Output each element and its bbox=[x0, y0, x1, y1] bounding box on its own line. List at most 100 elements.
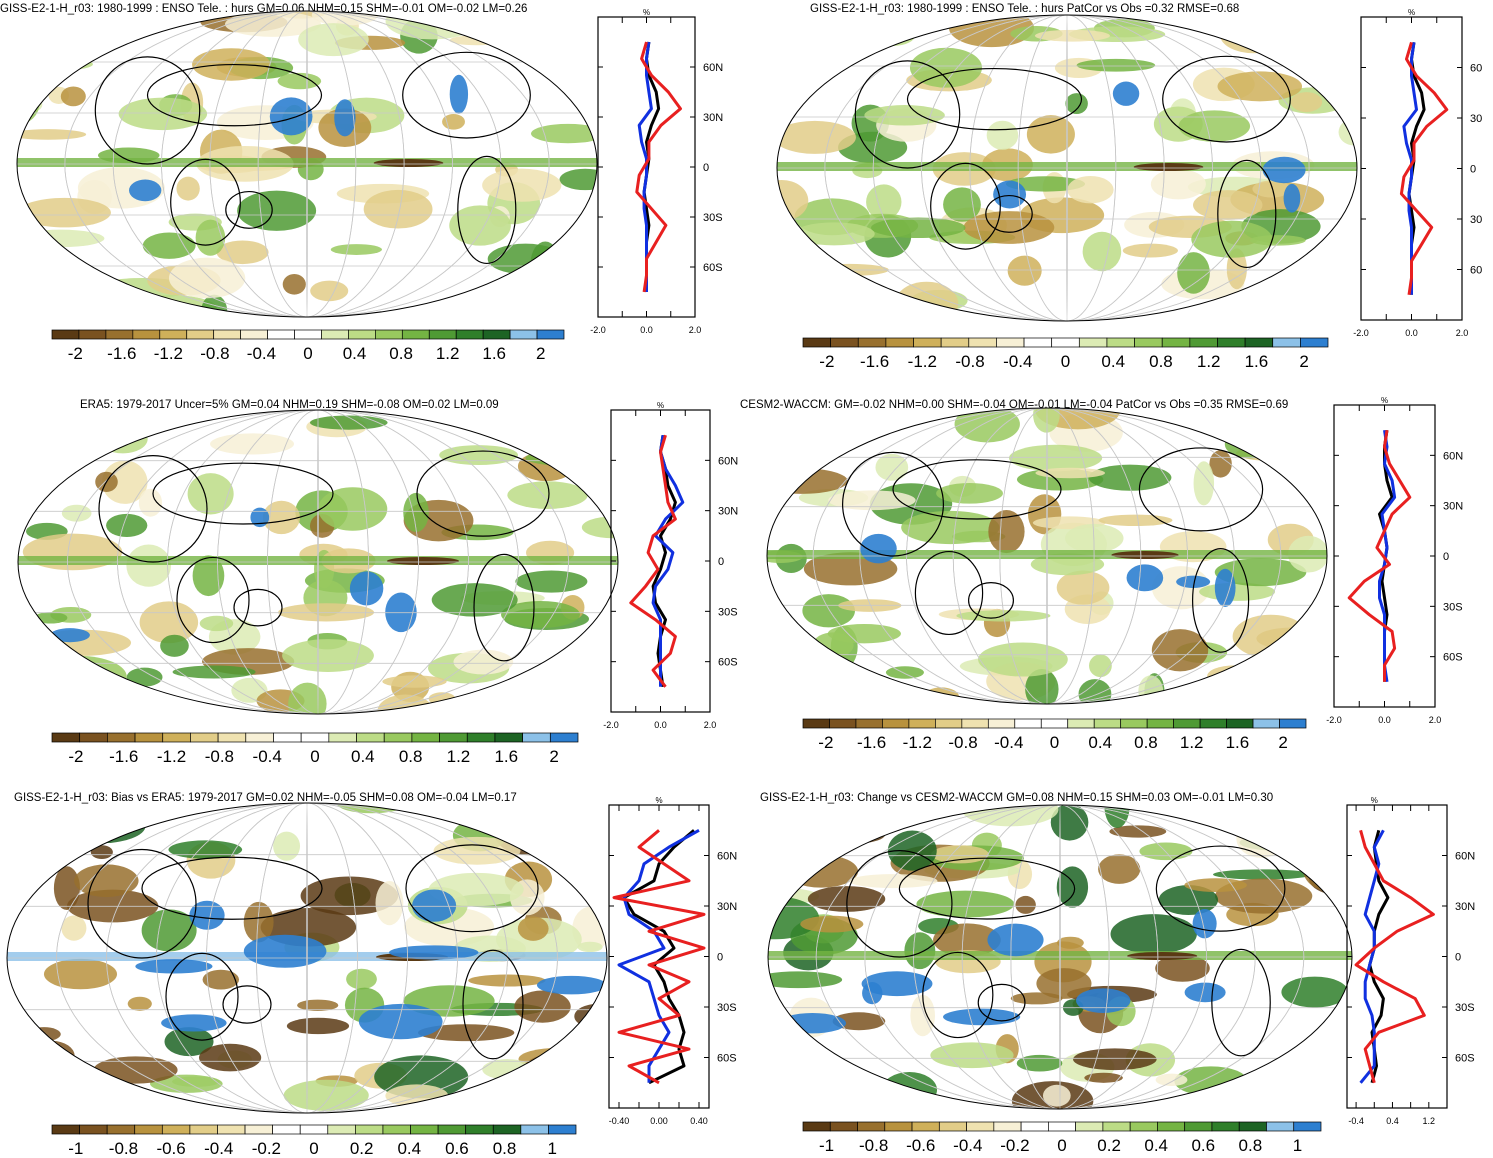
field-region bbox=[1065, 93, 1088, 115]
graticule-line bbox=[872, 15, 1262, 321]
colorbar-label: 0 bbox=[303, 344, 312, 363]
colorbar-label: -0.4 bbox=[994, 733, 1023, 752]
graticule-line bbox=[824, 15, 1310, 321]
colorbar: -2 -1.6 -1.2 -0.8 -0.4 0 0.4 0.8 1.2 1.6 2 bbox=[51, 329, 565, 363]
field-region bbox=[262, 500, 301, 535]
colorbar-swatch bbox=[1272, 337, 1301, 348]
graticule-line bbox=[267, 410, 369, 714]
colorbar-label: -0.2 bbox=[252, 1139, 281, 1158]
field-region bbox=[820, 299, 874, 313]
colorbar-swatch bbox=[908, 718, 936, 729]
field-region bbox=[768, 971, 843, 989]
colorbar-swatch bbox=[913, 337, 942, 348]
colorbar-swatch bbox=[520, 1124, 549, 1135]
colorbar-swatch bbox=[382, 1124, 411, 1135]
field-region bbox=[1207, 665, 1261, 687]
colorbar-swatch bbox=[105, 329, 134, 340]
world-map bbox=[766, 407, 1328, 705]
coastline bbox=[854, 60, 961, 169]
colorbar-swatch bbox=[1226, 718, 1254, 729]
field-region bbox=[1035, 467, 1105, 479]
colorbar-label: 0.4 bbox=[1088, 733, 1112, 752]
profile-lat-label: 30N bbox=[717, 901, 737, 913]
field-region bbox=[21, 259, 45, 271]
colorbar: -2 -1.6 -1.2 -0.8 -0.4 0 0.4 0.8 1.2 1.6 2 bbox=[802, 337, 1329, 371]
colorbar-swatch bbox=[244, 1124, 273, 1135]
colorbar-label: 0.2 bbox=[350, 1139, 374, 1158]
colorbar-swatch bbox=[1051, 337, 1080, 348]
field-region bbox=[192, 555, 225, 597]
colorbar-swatch bbox=[51, 732, 81, 743]
field-region bbox=[126, 544, 172, 587]
colorbar-swatch bbox=[356, 732, 385, 743]
coastline bbox=[1162, 55, 1291, 143]
profile-lat-label: 60S bbox=[703, 262, 723, 274]
colorbar-label: 0.2 bbox=[1097, 1136, 1121, 1155]
field-region bbox=[1056, 570, 1110, 605]
field-region bbox=[802, 594, 855, 628]
colorbar-label: 0.6 bbox=[445, 1139, 469, 1158]
coastline bbox=[898, 857, 1076, 920]
colorbar-label: -2 bbox=[818, 733, 833, 752]
profile-x-label: -2.0 bbox=[1353, 328, 1369, 338]
colorbar-label: 1.6 bbox=[1245, 352, 1269, 371]
world-map bbox=[776, 14, 1358, 322]
colorbar-swatch bbox=[134, 732, 164, 743]
field-region bbox=[74, 864, 139, 898]
colorbar-label: -1.6 bbox=[857, 733, 886, 752]
field-region bbox=[168, 840, 243, 859]
colorbar-label: -0.6 bbox=[906, 1136, 935, 1155]
colorbar-swatch bbox=[273, 732, 302, 743]
profile-x-label: 2.0 bbox=[689, 325, 702, 335]
field-region bbox=[29, 1040, 75, 1072]
colorbar: -2 -1.6 -1.2 -0.8 -0.4 0 0.4 0.8 1.2 1.6 2 bbox=[51, 732, 579, 766]
graticule-line bbox=[167, 410, 469, 714]
field-region bbox=[531, 123, 597, 144]
field-region bbox=[412, 889, 457, 922]
field-region bbox=[1056, 866, 1089, 908]
field-region bbox=[777, 299, 842, 311]
colorbar-swatch bbox=[213, 329, 241, 340]
colorbar-swatch bbox=[1075, 1121, 1104, 1132]
field-region bbox=[800, 915, 864, 933]
panel-model-skill: GISS-E2-1-H_r03: 1980-1999 : ENSO Tele. … bbox=[776, 3, 1482, 371]
field-region bbox=[931, 845, 989, 864]
profile-unit-label: % bbox=[643, 8, 650, 17]
colorbar-label: -1.2 bbox=[154, 344, 183, 363]
colorbar-label: 1.6 bbox=[1226, 733, 1250, 752]
field-region bbox=[310, 280, 349, 302]
graticule-line bbox=[1017, 15, 1117, 321]
colorbar-swatch bbox=[1040, 718, 1069, 729]
field-region bbox=[7, 1075, 85, 1093]
colorbar-swatch bbox=[494, 732, 523, 743]
field-region bbox=[283, 1079, 369, 1111]
graticule-line bbox=[906, 408, 1188, 704]
colorbar-swatch bbox=[132, 329, 161, 340]
colorbar-swatch bbox=[548, 1124, 577, 1135]
profile-lat-label: 30 bbox=[1470, 214, 1482, 226]
coastline bbox=[233, 588, 283, 627]
colorbar-label: -0.8 bbox=[948, 733, 977, 752]
field-region bbox=[300, 876, 399, 916]
colorbar-swatch bbox=[996, 337, 1025, 348]
field-region bbox=[201, 294, 228, 317]
profile-lat-label: 60N bbox=[1455, 851, 1475, 863]
colorbar-label: -0.8 bbox=[955, 352, 984, 371]
field-region bbox=[768, 896, 820, 940]
colorbar-label: 0 bbox=[1057, 1136, 1066, 1155]
coastline bbox=[416, 450, 550, 537]
colorbar-swatch bbox=[882, 718, 910, 729]
field-region bbox=[1234, 809, 1287, 824]
colorbar-swatch bbox=[1184, 1121, 1213, 1132]
profile-series-line bbox=[637, 41, 653, 292]
profile-x-label: 0.0 bbox=[1405, 328, 1418, 338]
colorbar-swatch bbox=[1078, 337, 1108, 348]
field-region bbox=[334, 99, 356, 137]
colorbar-label: -1 bbox=[68, 1139, 83, 1158]
field-region bbox=[138, 488, 163, 517]
colorbar-label: 1.6 bbox=[482, 344, 506, 363]
colorbar-swatch bbox=[299, 1124, 329, 1135]
field-region bbox=[849, 874, 938, 889]
graticule-line bbox=[256, 803, 358, 1113]
field-region bbox=[862, 981, 883, 1005]
